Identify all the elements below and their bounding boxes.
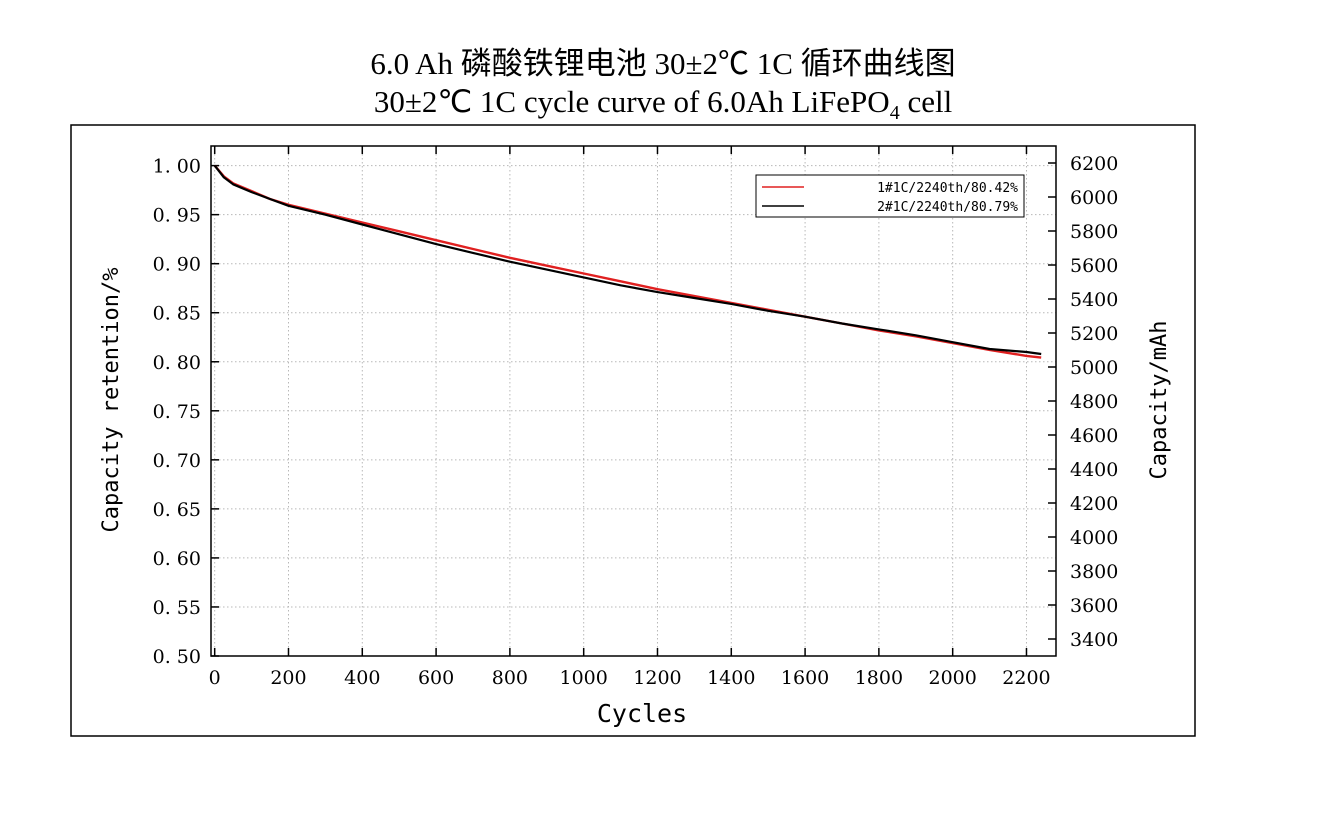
y2-tick-label: 3400 xyxy=(1070,629,1118,651)
y2-tick-label: 4600 xyxy=(1070,425,1118,447)
y-tick-label: 0. 50 xyxy=(153,646,201,668)
y-tick-label: 0. 75 xyxy=(153,401,201,423)
y2-tick-label: 4200 xyxy=(1070,493,1118,515)
y-tick-label: 0. 55 xyxy=(153,597,201,619)
legend: 1#1C/2240th/80.42% 2#1C/2240th/80.79% xyxy=(755,174,1025,218)
y-tick-label: 0. 80 xyxy=(153,352,201,374)
plot-area xyxy=(210,145,1057,657)
x-tick-label: 2200 xyxy=(1002,667,1050,689)
y2-tick-label: 4800 xyxy=(1070,391,1118,413)
x-tick-label: 1800 xyxy=(855,667,903,689)
x-tick-label: 1400 xyxy=(707,667,755,689)
x-tick-label: 1000 xyxy=(560,667,608,689)
chart-title-english-text: 30±2℃ 1C cycle curve of 6.0Ah LiFePO4 ce… xyxy=(373,84,953,125)
legend-box xyxy=(755,174,1025,218)
y-tick-label: 0. 95 xyxy=(153,205,201,227)
x-tick-label: 600 xyxy=(418,667,454,689)
x-tick-label: 2000 xyxy=(929,667,977,689)
chart-title-english: 30±2℃ 1C cycle curve of 6.0Ah LiFePO4 ce… xyxy=(0,84,1326,125)
y2-tick-label: 5600 xyxy=(1070,255,1118,277)
y-tick-label: 0. 65 xyxy=(153,499,201,521)
y2-tick-label: 3800 xyxy=(1070,561,1118,583)
y-tick-label: 1. 00 xyxy=(153,156,201,178)
y2-tick-label: 4400 xyxy=(1070,459,1118,481)
x-tick-label: 200 xyxy=(270,667,306,689)
x-tick-label: 400 xyxy=(344,667,380,689)
x-axis-title: Cycles xyxy=(597,699,687,728)
x-tick-label: 800 xyxy=(492,667,528,689)
x-tick-label: 1600 xyxy=(781,667,829,689)
y2-tick-label: 4000 xyxy=(1070,527,1118,549)
y-tick-label: 0. 85 xyxy=(153,303,201,325)
legend-label-2: 2#1C/2240th/80.79% xyxy=(877,200,1018,215)
y2-tick-label: 6200 xyxy=(1070,153,1118,175)
y-tick-label: 0. 60 xyxy=(153,548,201,570)
series-layer xyxy=(213,164,1042,359)
legend-label-1: 1#1C/2240th/80.42% xyxy=(877,181,1018,196)
y-axis-title-left: Capacity retention/% xyxy=(99,268,124,533)
x-tick-label: 0 xyxy=(209,667,221,689)
y-tick-label: 0. 70 xyxy=(153,450,201,472)
formula-subscript: 4 xyxy=(889,102,900,125)
y-axis-title-right: Capacity/mAh xyxy=(1147,321,1172,480)
y2-tick-label: 5800 xyxy=(1070,221,1118,243)
y-tick-label: 0. 90 xyxy=(153,254,201,276)
y2-tick-label: 6000 xyxy=(1070,187,1118,209)
axis-ticks: 0 200 400 600 800 1000 1200 1400 1600 1800 2000 220… xyxy=(153,146,1118,689)
y2-tick-label: 5000 xyxy=(1070,357,1118,379)
chart-title-chinese: 6.0 Ah 磷酸铁锂电池 30±2℃ 1C 循环曲线图 xyxy=(370,46,956,81)
x-tick-label: 1200 xyxy=(633,667,681,689)
y2-tick-label: 5200 xyxy=(1070,323,1118,345)
y2-tick-label: 3600 xyxy=(1070,595,1118,617)
outer-frame xyxy=(70,124,1196,737)
grid xyxy=(211,146,1056,657)
series-line-2 xyxy=(213,164,1042,356)
y2-tick-label: 5400 xyxy=(1070,289,1118,311)
